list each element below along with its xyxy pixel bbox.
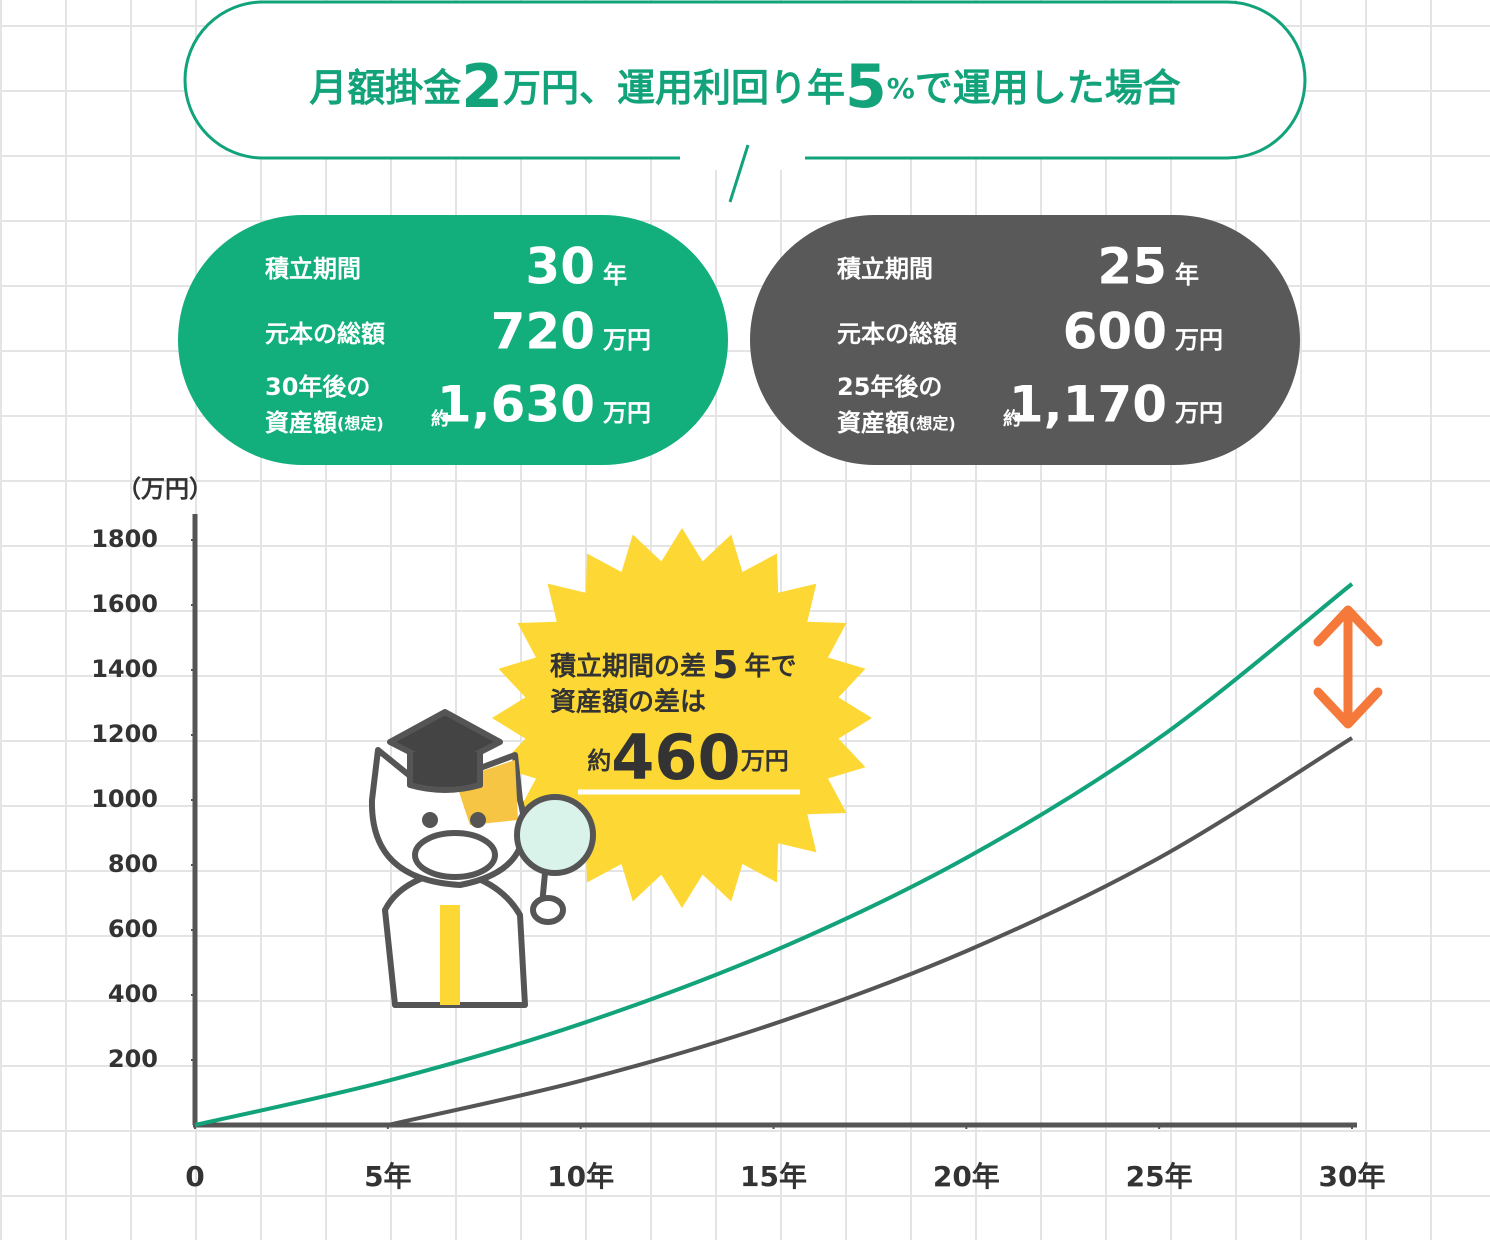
card-label: 積立期間	[265, 255, 361, 283]
card-unit: 年	[603, 261, 627, 289]
y-unit: （万円）	[117, 475, 213, 503]
difference-arrow	[1313, 605, 1383, 729]
x-tick-label: 0	[185, 1160, 204, 1193]
card-value: 600	[1063, 303, 1167, 361]
card-label: 元本の総額	[265, 320, 385, 348]
x-tick-label: 20年	[933, 1160, 1000, 1193]
y-tick-label: 800	[108, 850, 158, 878]
card-value: 25	[1097, 238, 1167, 296]
card-unit: 万円	[1175, 326, 1223, 354]
y-tick-label: 1200	[91, 720, 158, 748]
series-line	[387, 736, 1354, 1127]
card-value: 30	[525, 238, 595, 296]
annotation-line3: 約460万円	[587, 721, 788, 794]
title-part: で運用した場合	[915, 66, 1181, 110]
title-part: 2	[461, 52, 503, 122]
annotation-part: 約	[587, 747, 611, 775]
x-tick-label: 25年	[1126, 1160, 1193, 1193]
card-label: 30年後の	[265, 373, 370, 401]
card-value: 1,170	[1009, 376, 1167, 434]
annotation-part: 年で	[744, 651, 796, 682]
card-value: 720	[491, 303, 595, 361]
title: 月額掛金2万円、運用利回り年5%で運用した場合	[309, 52, 1181, 122]
card-note: (想定)	[909, 414, 956, 433]
y-tick-label: 200	[108, 1045, 158, 1073]
x-tick-label: 15年	[740, 1160, 807, 1193]
annotation-part: 万円	[741, 747, 789, 775]
card-label: 資産額(想定)	[837, 409, 956, 437]
x-tick-label: 10年	[547, 1160, 614, 1193]
card-label: 元本の総額	[837, 320, 957, 348]
title-part: 万円、運用利回り年	[503, 66, 845, 110]
card-prefix: 約	[1003, 408, 1021, 430]
x-tick-label: 30年	[1319, 1160, 1386, 1193]
title-part: 5	[845, 52, 887, 122]
card-label: 積立期間	[837, 255, 933, 283]
annotation-part: 積立期間の差	[550, 651, 706, 682]
annotation-part: 5	[712, 643, 738, 687]
card-note: (想定)	[337, 414, 384, 433]
y-tick-label: 1400	[91, 655, 158, 683]
y-tick-label: 1600	[91, 590, 158, 618]
annotation-line2: 資産額の差は	[550, 687, 706, 718]
card-25	[750, 215, 1300, 465]
card-value: 1,630	[437, 376, 595, 434]
title-part: %	[887, 72, 915, 105]
card-unit: 年	[1175, 261, 1199, 289]
y-tick-label: 600	[108, 915, 158, 943]
card-label: 25年後の	[837, 373, 942, 401]
bubble-tail	[728, 144, 750, 203]
card-label-part: 資産額	[265, 409, 337, 437]
annotation-part: 460	[611, 721, 740, 794]
series-line	[194, 582, 1354, 1127]
cat-illustration	[368, 709, 596, 1008]
card-unit: 万円	[1175, 399, 1223, 427]
y-tick-label: 400	[108, 980, 158, 1008]
card-unit: 万円	[603, 399, 651, 427]
card-label: 資産額(想定)	[265, 409, 384, 437]
title-part: 月額掛金	[309, 66, 462, 110]
card-unit: 万円	[603, 326, 651, 354]
card-30	[178, 215, 728, 465]
x-tick-label: 5年	[364, 1160, 411, 1193]
y-tick-label: 1000	[91, 785, 158, 813]
card-prefix: 約	[431, 408, 449, 430]
card-label-part: 資産額	[837, 409, 909, 437]
y-tick-label: 1800	[91, 525, 158, 553]
annotation-line1: 積立期間の差 5 年で	[550, 643, 796, 687]
